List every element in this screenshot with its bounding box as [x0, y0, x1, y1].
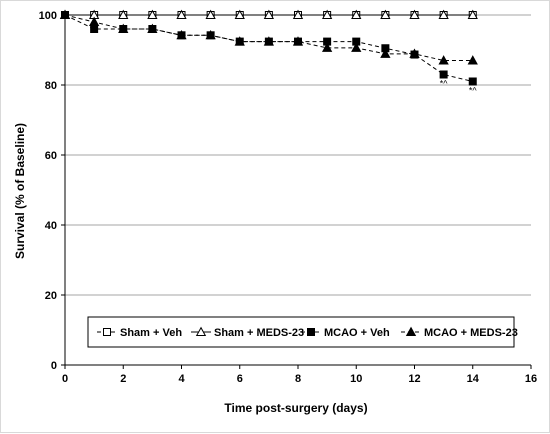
series-mcao-meds-23 — [59, 9, 478, 65]
y-tick-label-20: 20 — [45, 290, 57, 302]
data-point-mcao-meds-23-0 — [59, 9, 71, 19]
legend-item-mcao-veh: MCAO + Veh — [301, 327, 390, 339]
data-point-mcao-meds-23-4 — [176, 29, 187, 40]
x-tick-label-14: 14 — [467, 373, 480, 385]
y-tick-label-100: 100 — [39, 10, 57, 22]
x-tick-label-12: 12 — [408, 373, 420, 385]
series-mcao-veh — [61, 11, 477, 86]
data-point-sham-meds-23-3 — [147, 9, 158, 19]
legend-item-sham-meds-23: Sham + MEDS-23 — [191, 326, 304, 339]
legend-label-mcao-meds-23: MCAO + MEDS-23 — [424, 327, 518, 339]
y-tick-label-0: 0 — [51, 360, 57, 372]
data-point-sham-meds-23-12 — [409, 9, 420, 19]
data-point-sham-meds-23-5 — [205, 9, 216, 19]
legend-label-mcao-veh: MCAO + Veh — [324, 327, 390, 339]
data-point-sham-meds-23-8 — [292, 9, 304, 19]
data-point-mcao-meds-23-12 — [409, 48, 420, 58]
data-point-sham-meds-23-10 — [351, 9, 362, 19]
data-point-sham-meds-23-4 — [176, 9, 187, 19]
data-point-sham-meds-23-13 — [438, 9, 449, 19]
significance-annotation: *^ — [440, 79, 449, 89]
x-tick-label-4: 4 — [178, 373, 185, 385]
data-point-mcao-veh-1 — [90, 25, 99, 33]
x-tick-label-6: 6 — [237, 373, 243, 385]
legend-marker-sham-meds-23 — [195, 326, 207, 336]
axes-layer: 0 20 40 60 80 100 0 2 4 6 8 10 12 14 16 — [39, 10, 537, 385]
legend-marker-mcao-veh — [307, 328, 315, 336]
series-line-mcao-veh — [64, 14, 473, 82]
data-point-mcao-meds-23-2 — [118, 23, 129, 33]
y-tick-label-40: 40 — [45, 220, 57, 232]
significance-annotation: *^ — [469, 86, 478, 96]
data-point-sham-meds-23-14 — [467, 9, 478, 19]
data-point-mcao-veh-14 — [468, 77, 477, 86]
data-point-mcao-meds-23-10 — [351, 42, 362, 52]
data-point-sham-meds-23-6 — [234, 9, 245, 19]
legend: Sham + Veh Sham + MEDS-23 MCAO + Veh MCAO +… — [87, 316, 518, 348]
x-tick-label-2: 2 — [120, 373, 126, 385]
y-tick-label-80: 80 — [45, 80, 57, 92]
x-tick-label-10: 10 — [350, 373, 362, 385]
data-point-mcao-meds-23-9 — [321, 42, 333, 52]
data-point-sham-meds-23-9 — [321, 9, 333, 19]
data-point-mcao-meds-23-11 — [380, 48, 391, 58]
legend-label-sham-meds-23: Sham + MEDS-23 — [214, 327, 304, 339]
data-point-mcao-meds-23-3 — [147, 23, 158, 33]
data-point-mcao-meds-23-1 — [88, 16, 100, 26]
legend-item-mcao-meds-23: MCAO + MEDS-23 — [401, 326, 518, 339]
series-sham-meds-23 — [59, 9, 478, 19]
data-point-sham-meds-23-11 — [380, 9, 391, 19]
annotation-layer: *^ *^ — [440, 79, 478, 96]
data-point-sham-meds-23-2 — [118, 9, 129, 19]
legend-marker-mcao-meds-23 — [405, 326, 417, 336]
legend-label-sham-veh: Sham + Veh — [120, 327, 182, 339]
data-point-mcao-veh-13 — [439, 70, 448, 79]
x-tick-label-8: 8 — [295, 373, 301, 385]
data-point-mcao-meds-23-7 — [263, 36, 275, 46]
data-point-mcao-meds-23-5 — [205, 29, 216, 40]
x-tick-label-16: 16 — [525, 373, 537, 385]
legend-item-sham-veh: Sham + Veh — [97, 327, 182, 339]
x-tick-label-0: 0 — [62, 373, 68, 385]
data-point-mcao-meds-23-6 — [234, 36, 245, 46]
legend-marker-sham-veh — [103, 328, 111, 336]
data-point-mcao-meds-23-13 — [438, 55, 449, 65]
y-axis-title: Survival (% of Baseline) — [13, 123, 27, 259]
data-point-mcao-meds-23-8 — [292, 36, 304, 46]
grid-layer — [65, 14, 531, 296]
data-point-mcao-meds-23-14 — [467, 55, 478, 65]
x-axis-title: Time post-surgery (days) — [224, 401, 367, 415]
y-tick-label-60: 60 — [45, 150, 57, 162]
data-point-sham-meds-23-7 — [263, 9, 275, 19]
series-layer — [59, 9, 478, 86]
